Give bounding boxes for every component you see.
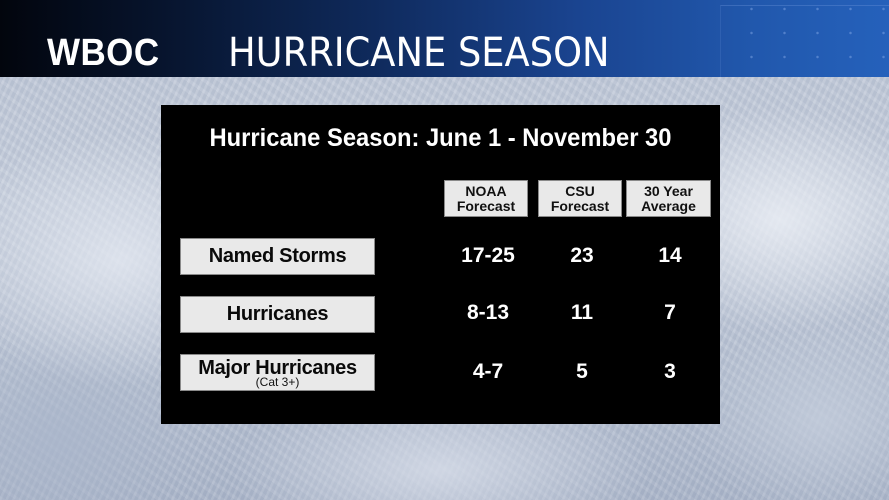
column-header-30yr-average: 30 Year Average — [626, 180, 711, 217]
value-named-storms-csu: 23 — [570, 244, 594, 267]
page-title: HURRICANE SEASON — [228, 30, 610, 76]
column-header-noaa: NOAA Forecast — [444, 180, 528, 217]
value-major-hurricanes-average: 3 — [664, 360, 676, 383]
value-hurricanes-csu: 11 — [570, 301, 594, 324]
column-header-line2: Average — [641, 198, 696, 214]
row-label-hurricanes: Hurricanes — [180, 296, 375, 333]
column-header-line2: Forecast — [456, 198, 516, 214]
row-label-major-hurricanes: Major Hurricanes (Cat 3+) — [180, 354, 375, 391]
column-header-line1: 30 Year — [644, 183, 693, 199]
header-bar: WBOC HURRICANE SEASON — [0, 0, 889, 77]
value-named-storms-noaa: 17-25 — [461, 244, 515, 267]
row-sublabel: (Cat 3+) — [255, 375, 300, 389]
station-logo: WBOC — [47, 32, 160, 74]
value-hurricanes-noaa: 8-13 — [466, 301, 510, 324]
column-header-csu: CSU Forecast — [538, 180, 622, 217]
value-major-hurricanes-noaa: 4-7 — [472, 360, 504, 383]
row-label-named-storms: Named Storms — [180, 238, 375, 275]
column-header-line1: CSU — [565, 183, 595, 199]
header-grid-decoration — [720, 5, 889, 77]
forecast-table-panel: Hurricane Season: June 1 - November 30 N… — [161, 105, 720, 424]
panel-title: Hurricane Season: June 1 - November 30 — [209, 124, 672, 152]
row-label-text: Major Hurricanes — [198, 357, 357, 379]
value-major-hurricanes-csu: 5 — [576, 360, 588, 383]
column-header-line2: Forecast — [550, 198, 610, 214]
column-header-line1: NOAA — [465, 183, 507, 199]
value-named-storms-average: 14 — [658, 244, 682, 267]
value-hurricanes-average: 7 — [664, 301, 676, 324]
